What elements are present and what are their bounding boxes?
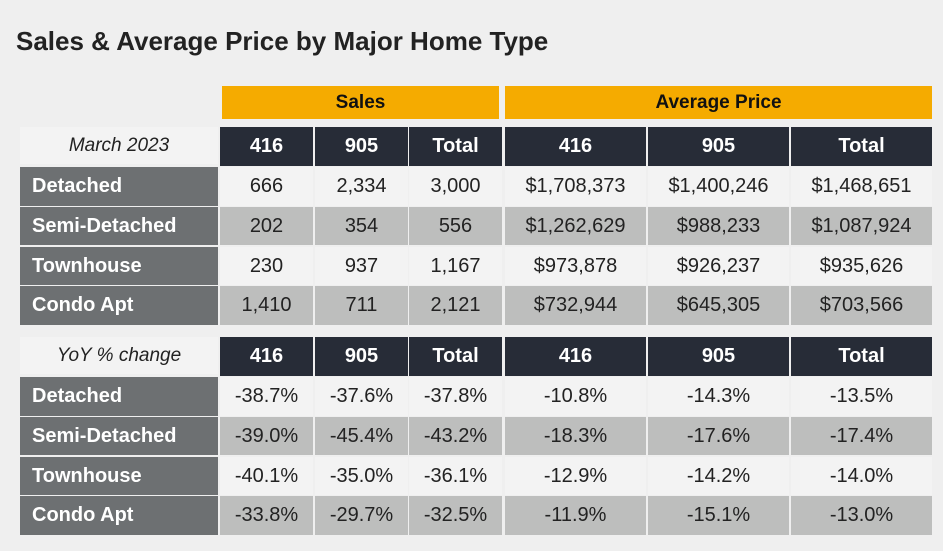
- table-cell: -39.0%: [220, 417, 313, 455]
- table-cell: -14.3%: [648, 377, 789, 416]
- table-cell: -33.8%: [220, 496, 313, 535]
- column-header: 416: [505, 127, 646, 166]
- table-cell: $1,262,629: [505, 207, 646, 245]
- table-cell: -11.9%: [505, 496, 646, 535]
- table-cell: -12.9%: [505, 457, 646, 495]
- row-label: Semi-Detached: [20, 207, 218, 245]
- table-cell: -32.5%: [409, 496, 502, 535]
- table-cell: -10.8%: [505, 377, 646, 416]
- table-cell: -36.1%: [409, 457, 502, 495]
- table-cell: -18.3%: [505, 417, 646, 455]
- table-cell: -45.4%: [315, 417, 408, 455]
- table-cell: -37.8%: [409, 377, 502, 416]
- row-label: Condo Apt: [20, 496, 218, 535]
- table-cell: 230: [220, 247, 313, 285]
- table-cell: -13.0%: [791, 496, 932, 535]
- column-header: 905: [648, 337, 789, 376]
- table-cell: $703,566: [791, 286, 932, 325]
- table-cell: -38.7%: [220, 377, 313, 416]
- table-cell: $973,878: [505, 247, 646, 285]
- group-header-sales: Sales: [222, 86, 499, 119]
- table-cell: -17.6%: [648, 417, 789, 455]
- table-cell: 711: [315, 286, 408, 325]
- column-header: 905: [315, 127, 408, 166]
- column-header: Total: [791, 337, 932, 376]
- table-cell: -29.7%: [315, 496, 408, 535]
- period-label: YoY % change: [20, 337, 218, 374]
- table-cell: $988,233: [648, 207, 789, 245]
- period-label: March 2023: [20, 127, 218, 164]
- page-title: Sales & Average Price by Major Home Type: [16, 26, 549, 56]
- table-cell: -40.1%: [220, 457, 313, 495]
- table-cell: 1,410: [220, 286, 313, 325]
- column-header: 905: [648, 127, 789, 166]
- table-cell: $926,237: [648, 247, 789, 285]
- table-cell: $1,087,924: [791, 207, 932, 245]
- table-cell: $1,468,651: [791, 167, 932, 206]
- table-cell: $732,944: [505, 286, 646, 325]
- column-header: Total: [409, 127, 502, 166]
- table-cell: $1,400,246: [648, 167, 789, 206]
- table-cell: 1,167: [409, 247, 502, 285]
- column-header: 416: [505, 337, 646, 376]
- table-cell: -17.4%: [791, 417, 932, 455]
- table-cell: 556: [409, 207, 502, 245]
- table-cell: 202: [220, 207, 313, 245]
- table-cell: 2,121: [409, 286, 502, 325]
- table-cell: -14.0%: [791, 457, 932, 495]
- table-cell: 2,334: [315, 167, 408, 206]
- row-label: Condo Apt: [20, 286, 218, 325]
- table-cell: 354: [315, 207, 408, 245]
- row-label: Detached: [20, 377, 218, 416]
- table-cell: 937: [315, 247, 408, 285]
- row-label: Detached: [20, 167, 218, 206]
- group-header-average-price: Average Price: [505, 86, 932, 119]
- table-cell: 666: [220, 167, 313, 206]
- table-cell: 3,000: [409, 167, 502, 206]
- column-header: Total: [409, 337, 502, 376]
- table-cell: -43.2%: [409, 417, 502, 455]
- column-header: 905: [315, 337, 408, 376]
- column-header: 416: [220, 337, 313, 376]
- row-label: Townhouse: [20, 247, 218, 285]
- table-cell: $645,305: [648, 286, 789, 325]
- table-cell: $935,626: [791, 247, 932, 285]
- column-header: 416: [220, 127, 313, 166]
- table-cell: -37.6%: [315, 377, 408, 416]
- row-label: Townhouse: [20, 457, 218, 495]
- table-cell: -35.0%: [315, 457, 408, 495]
- table-cell: -14.2%: [648, 457, 789, 495]
- column-header: Total: [791, 127, 932, 166]
- row-label: Semi-Detached: [20, 417, 218, 455]
- table-cell: -15.1%: [648, 496, 789, 535]
- table-cell: -13.5%: [791, 377, 932, 416]
- table-cell: $1,708,373: [505, 167, 646, 206]
